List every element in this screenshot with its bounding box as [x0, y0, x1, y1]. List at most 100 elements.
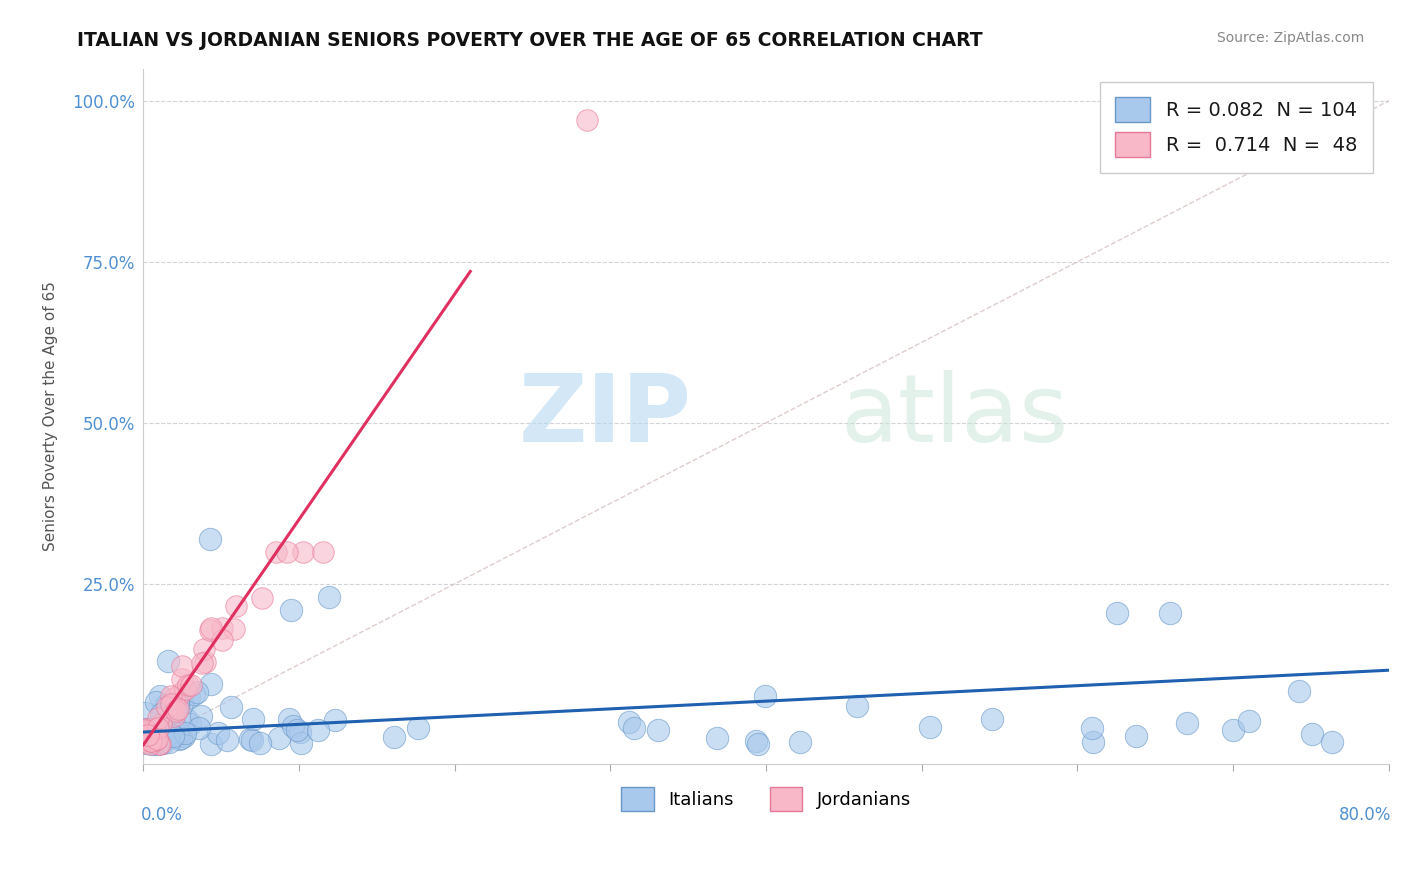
Point	[157, 712, 180, 726]
Point	[249, 736, 271, 750]
Point	[1288, 683, 1310, 698]
Y-axis label: Seniors Poverty Over the Age of 65: Seniors Poverty Over the Age of 65	[44, 282, 58, 551]
Point	[1105, 606, 1128, 620]
Point	[647, 723, 669, 738]
Point	[153, 716, 176, 731]
Point	[139, 734, 162, 748]
Point	[745, 734, 768, 748]
Point	[149, 737, 172, 751]
Point	[170, 731, 193, 745]
Point	[211, 632, 233, 647]
Point	[211, 621, 233, 635]
Point	[136, 728, 159, 742]
Point	[221, 699, 243, 714]
Point	[162, 729, 184, 743]
Point	[163, 702, 186, 716]
Point	[1083, 734, 1105, 748]
Point	[136, 731, 159, 746]
Point	[217, 733, 239, 747]
Point	[150, 726, 173, 740]
Point	[266, 544, 288, 558]
Point	[292, 544, 315, 558]
Point	[267, 731, 290, 746]
Point	[141, 737, 163, 751]
Point	[134, 723, 156, 737]
Point	[167, 696, 190, 710]
Point	[252, 591, 274, 606]
Point	[163, 697, 186, 711]
Point	[150, 717, 173, 731]
Point	[146, 711, 169, 725]
Point	[747, 737, 769, 751]
Point	[188, 721, 211, 735]
Point	[323, 713, 346, 727]
Point	[406, 722, 429, 736]
Point	[754, 689, 776, 703]
Point	[142, 728, 165, 742]
Point	[706, 731, 728, 746]
Point	[183, 688, 205, 702]
Point	[139, 725, 162, 739]
Point	[179, 716, 201, 731]
Point	[146, 732, 169, 747]
Point	[173, 729, 195, 743]
Point	[1159, 606, 1181, 620]
Point	[157, 735, 180, 749]
Point	[135, 725, 157, 739]
Point	[180, 678, 202, 692]
Point	[139, 737, 162, 751]
Point	[240, 733, 263, 747]
Point	[198, 532, 221, 546]
Point	[845, 698, 868, 713]
Text: ITALIAN VS JORDANIAN SENIORS POVERTY OVER THE AGE OF 65 CORRELATION CHART: ITALIAN VS JORDANIAN SENIORS POVERTY OVE…	[77, 31, 983, 50]
Point	[288, 724, 311, 739]
Point	[148, 689, 170, 703]
Point	[1237, 714, 1260, 728]
Point	[139, 733, 162, 747]
Point	[1322, 735, 1344, 749]
Point	[623, 721, 645, 735]
Point	[222, 622, 245, 636]
Text: Source: ZipAtlas.com: Source: ZipAtlas.com	[1216, 31, 1364, 45]
Point	[307, 723, 329, 737]
Point	[207, 725, 229, 739]
Point	[142, 722, 165, 736]
Point	[152, 736, 174, 750]
Point	[617, 715, 640, 730]
Point	[136, 732, 159, 747]
Point	[157, 653, 180, 667]
Point	[1301, 727, 1323, 741]
Point	[141, 731, 163, 745]
Point	[167, 726, 190, 740]
Point	[162, 722, 184, 736]
Point	[148, 721, 170, 735]
Point	[134, 736, 156, 750]
Point	[142, 731, 165, 746]
Point	[134, 723, 156, 737]
Point	[194, 655, 217, 669]
Point	[165, 704, 187, 718]
Point	[139, 723, 162, 737]
Point	[156, 726, 179, 740]
Point	[1081, 721, 1104, 735]
Point	[157, 727, 180, 741]
Point	[145, 695, 167, 709]
Point	[177, 690, 200, 704]
Point	[163, 691, 186, 706]
Point	[143, 732, 166, 747]
Point	[149, 707, 172, 722]
Legend: Italians, Jordanians: Italians, Jordanians	[614, 780, 918, 818]
Point	[149, 735, 172, 749]
Point	[167, 698, 190, 713]
Point	[318, 590, 340, 604]
Point	[152, 732, 174, 747]
Point	[172, 696, 194, 710]
Point	[276, 544, 298, 558]
Point	[193, 642, 215, 657]
Point	[167, 702, 190, 716]
Point	[156, 699, 179, 714]
Point	[177, 678, 200, 692]
Point	[170, 672, 193, 686]
Point	[134, 731, 156, 745]
Point	[200, 621, 222, 635]
